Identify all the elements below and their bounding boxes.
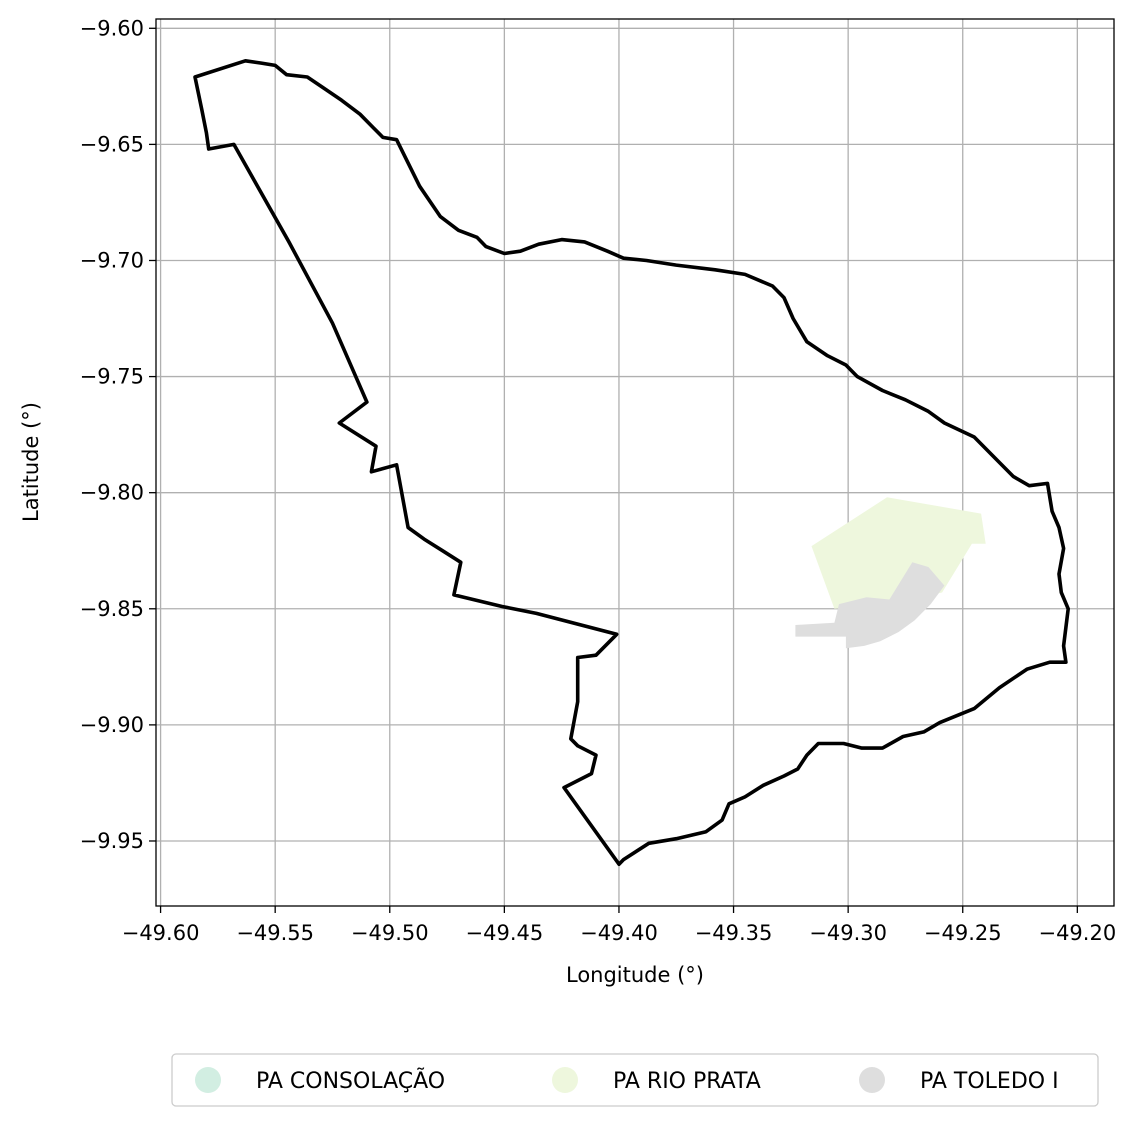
plot-frame [155, 18, 1115, 907]
x-tick-label: −49.40 [580, 921, 658, 945]
legend-label: PA CONSOLAÇÃO [256, 1067, 445, 1094]
legend: PA CONSOLAÇÃO PA RIO PRATA PA TOLEDO I [171, 1053, 1099, 1107]
legend-marker [859, 1067, 885, 1093]
x-tick-label: −49.25 [924, 921, 1002, 945]
legend-entries: PA CONSOLAÇÃO PA RIO PRATA PA TOLEDO I [195, 1067, 1059, 1094]
grid-lines [156, 19, 1114, 906]
municipality-boundary [193, 58, 1070, 867]
x-tick-label: −49.50 [351, 921, 429, 945]
y-axis-label: Latitude (°) [19, 402, 43, 522]
x-axis-label: Longitude (°) [566, 963, 704, 987]
legend-box [171, 1053, 1099, 1107]
x-tick-label: −49.35 [695, 921, 773, 945]
boundary-outline [193, 58, 1070, 867]
y-tick-label: −9.60 [80, 16, 144, 40]
y-tick-label: −9.80 [80, 481, 144, 505]
x-axis-ticks: −49.60 −49.55 −49.50 −49.45 −49.40 −49.35 −49.… [122, 906, 1116, 945]
parcel-pa-toledo-i [795, 562, 945, 649]
legend-label: PA TOLEDO I [920, 1069, 1059, 1094]
legend-marker [552, 1067, 578, 1093]
y-tick-label: −9.65 [80, 132, 144, 156]
x-tick-label: −49.20 [1038, 921, 1116, 945]
y-tick-label: −9.90 [80, 713, 144, 737]
y-tick-label: −9.85 [80, 597, 144, 621]
x-tick-label: −49.45 [466, 921, 544, 945]
legend-marker [195, 1067, 221, 1093]
x-tick-label: −49.60 [122, 921, 200, 945]
y-axis-ticks: −9.60 −9.65 −9.70 −9.75 −9.80 −9.85 −9.90 −9.95 [80, 16, 156, 853]
x-tick-label: −49.55 [236, 921, 314, 945]
legend-label: PA RIO PRATA [613, 1069, 761, 1094]
y-tick-label: −9.70 [80, 248, 144, 272]
x-tick-label: −49.30 [809, 921, 887, 945]
parcel-pa-rio-prata [811, 497, 986, 609]
y-tick-label: −9.75 [80, 365, 144, 389]
parcel-polygons [795, 497, 986, 649]
y-tick-label: −9.95 [80, 829, 144, 853]
